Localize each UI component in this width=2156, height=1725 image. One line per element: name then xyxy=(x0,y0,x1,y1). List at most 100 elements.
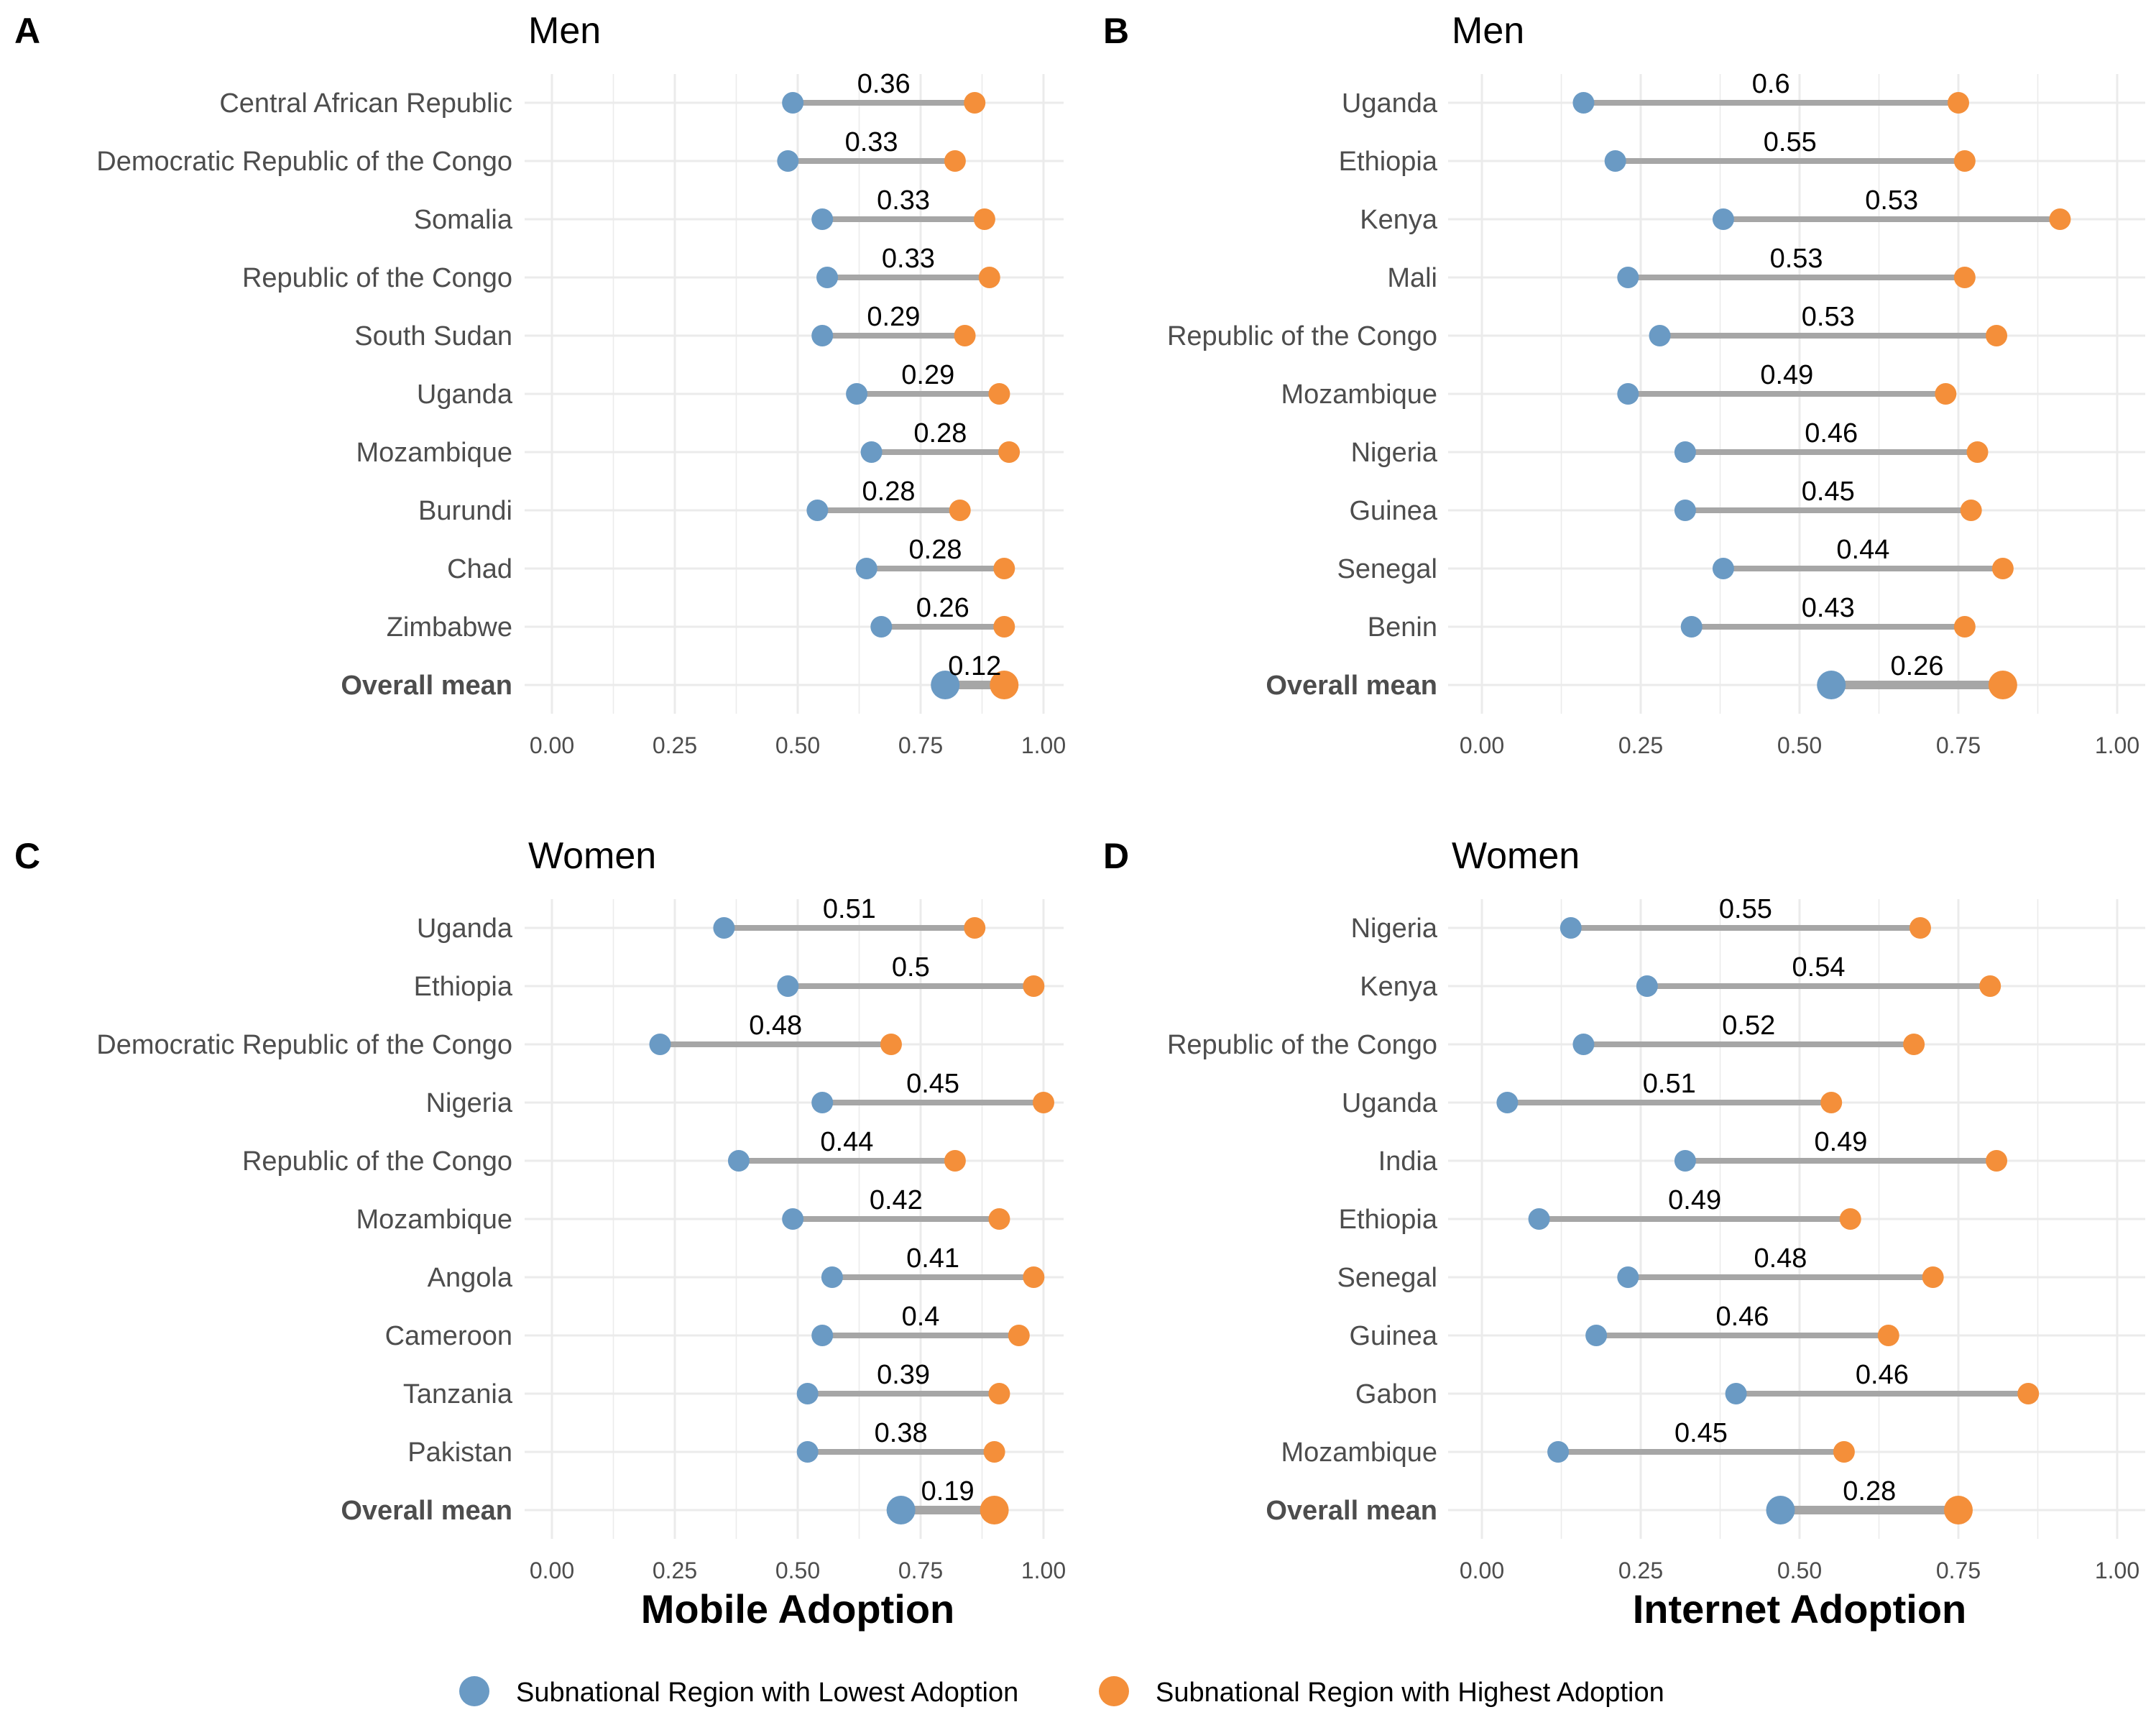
gap-label: 0.45 xyxy=(906,1069,959,1099)
gap-label: 0.48 xyxy=(1754,1243,1807,1274)
high-point xyxy=(1953,150,1976,172)
country-row: Ethiopia 0.5 xyxy=(414,952,1045,1002)
panel-b: B Men 0.00 0.25 0.50 0.75 1.00 Uganda 0.6 Ethiopi… xyxy=(1103,10,2145,758)
low-point xyxy=(1572,1034,1595,1055)
high-point xyxy=(1991,558,2014,579)
mean-row: Overall mean 0.26 xyxy=(1266,651,2017,701)
country-row: Republic of the Congo 0.44 xyxy=(242,1127,966,1177)
high-point xyxy=(1023,975,1045,997)
low-point xyxy=(1585,1325,1608,1346)
country-row: Guinea 0.46 xyxy=(1349,1302,1899,1351)
gap-label: 0.46 xyxy=(1856,1360,1909,1390)
low-point xyxy=(811,325,834,346)
low-point xyxy=(796,1441,819,1463)
high-point xyxy=(1948,92,1969,114)
country-row: Uganda 0.51 xyxy=(417,894,986,944)
gap-label: 0.43 xyxy=(1802,593,1855,623)
panel-d: D Women 0.00 0.25 0.50 0.75 1.00 Nigeria 0.55 Ken… xyxy=(1103,835,2145,1632)
category-label: Uganda xyxy=(1342,1088,1438,1118)
country-row: Republic of the Congo 0.53 xyxy=(1167,302,2008,351)
low-point xyxy=(1674,441,1696,463)
low-point xyxy=(846,383,868,405)
category-label: Uganda xyxy=(417,380,513,410)
high-point xyxy=(2017,1383,2040,1404)
x-tick-label: 1.00 xyxy=(2095,1558,2139,1583)
gap-label: 0.45 xyxy=(1674,1418,1728,1448)
category-label: Mozambique xyxy=(1281,1438,1437,1468)
category-label: Uganda xyxy=(417,914,513,944)
mean-row: Overall mean 0.28 xyxy=(1266,1476,1973,1526)
high-point xyxy=(993,616,1015,638)
country-row: Cameroon 0.4 xyxy=(385,1302,1030,1351)
category-label: Tanzania xyxy=(403,1379,513,1409)
country-row: Benin 0.43 xyxy=(1368,593,1976,643)
low-point xyxy=(806,500,829,521)
country-row: Guinea 0.45 xyxy=(1349,477,1982,526)
gap-label: 0.33 xyxy=(845,127,898,157)
category-label: Mozambique xyxy=(356,1205,512,1235)
x-tick-label: 1.00 xyxy=(1021,732,1066,758)
low-point xyxy=(811,208,834,230)
category-label: Republic of the Congo xyxy=(242,1146,512,1177)
category-label: Central African Republic xyxy=(219,88,512,119)
gap-label: 0.38 xyxy=(875,1418,928,1448)
panel-a: A Men 0.00 0.25 0.50 0.75 1.00 Central African … xyxy=(14,10,1066,758)
category-label: Somalia xyxy=(414,205,513,235)
x-tick-label: 0.50 xyxy=(775,732,820,758)
high-point xyxy=(990,671,1019,699)
high-point xyxy=(954,325,976,346)
category-label: Guinea xyxy=(1349,1321,1437,1351)
high-point xyxy=(1033,1092,1054,1113)
low-point xyxy=(727,1150,750,1172)
category-label: Overall mean xyxy=(1266,671,1437,701)
category-label: Overall mean xyxy=(341,1496,512,1526)
country-row: Democratic Republic of the Congo 0.33 xyxy=(96,127,966,177)
high-point xyxy=(1953,267,1976,288)
category-label: Overall mean xyxy=(1266,1496,1437,1526)
gap-label: 0.44 xyxy=(1836,535,1889,565)
country-row: Uganda 0.6 xyxy=(1342,69,1969,119)
high-point xyxy=(993,558,1015,579)
category-label: South Sudan xyxy=(354,321,512,351)
low-point xyxy=(860,441,883,463)
low-point xyxy=(1712,558,1734,579)
high-point xyxy=(1909,917,1931,939)
low-point xyxy=(777,150,799,172)
mean-row: Overall mean 0.12 xyxy=(341,651,1019,701)
country-row: Uganda 0.51 xyxy=(1342,1069,1843,1118)
high-point xyxy=(978,267,1000,288)
gap-label: 0.41 xyxy=(906,1243,959,1274)
high-point xyxy=(980,1496,1009,1524)
low-point xyxy=(1496,1092,1519,1113)
gap-label: 0.49 xyxy=(1814,1127,1867,1157)
gap-label: 0.36 xyxy=(857,69,911,99)
high-point xyxy=(1960,500,1982,521)
country-row: Ethiopia 0.55 xyxy=(1339,127,1976,177)
gap-label: 0.5 xyxy=(892,952,930,983)
gap-label: 0.51 xyxy=(823,894,876,924)
country-row: South Sudan 0.29 xyxy=(354,302,976,351)
gap-label: 0.12 xyxy=(948,651,1001,681)
category-label: Republic of the Congo xyxy=(1167,321,1437,351)
country-row: Mali 0.53 xyxy=(1387,244,1976,293)
category-label: Kenya xyxy=(1360,205,1438,235)
gap-label: 0.29 xyxy=(867,302,920,332)
high-point xyxy=(988,383,1010,405)
x-tick-label: 0.25 xyxy=(653,1558,697,1583)
high-point xyxy=(964,92,986,114)
low-point xyxy=(713,917,735,939)
category-label: Mali xyxy=(1387,263,1437,293)
category-label: Kenya xyxy=(1360,972,1438,1002)
country-row: Gabon 0.46 xyxy=(1355,1360,2040,1409)
country-row: Mozambique 0.28 xyxy=(356,418,1021,468)
category-label: Guinea xyxy=(1349,496,1437,526)
panel-letter: B xyxy=(1103,11,1129,51)
high-point xyxy=(1953,616,1976,638)
category-label: Republic of the Congo xyxy=(242,263,512,293)
country-row: Burundi 0.28 xyxy=(418,477,971,526)
country-row: Ethiopia 0.49 xyxy=(1339,1185,1861,1235)
low-point xyxy=(1817,671,1846,699)
country-row: Somalia 0.33 xyxy=(414,185,995,235)
high-point xyxy=(1877,1325,1899,1346)
low-point xyxy=(855,558,877,579)
